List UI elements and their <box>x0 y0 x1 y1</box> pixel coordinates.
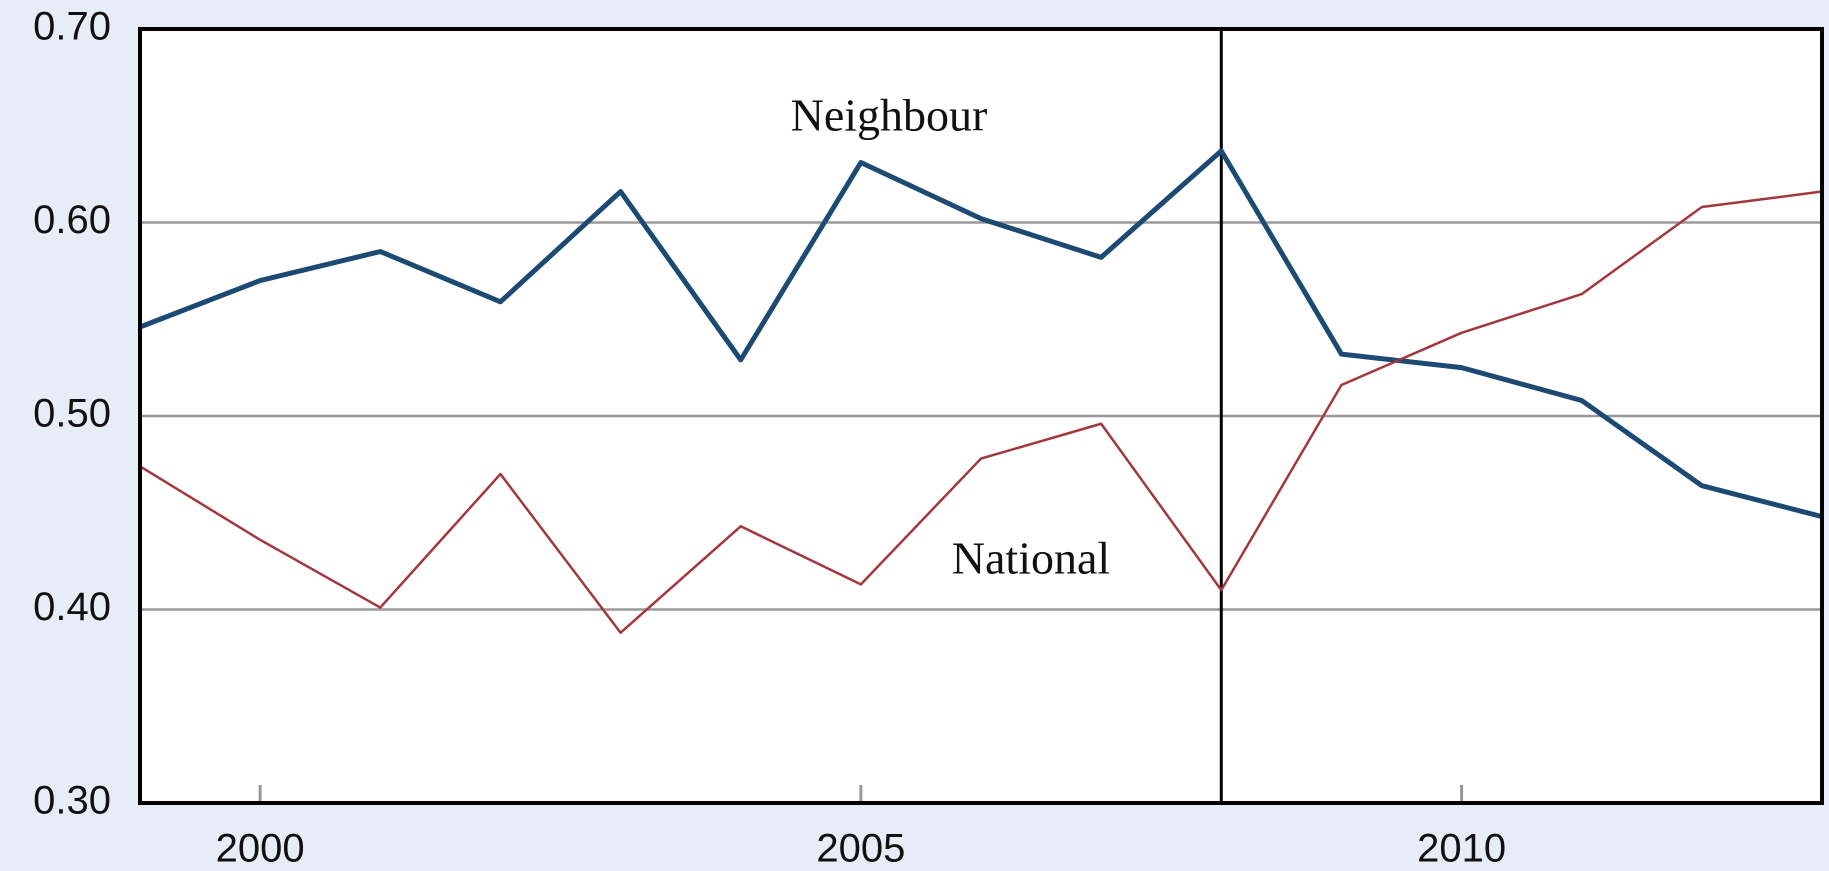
y-tick-label: 0.60 <box>33 198 111 242</box>
x-tick-label: 2005 <box>816 827 905 871</box>
y-tick-label: 0.50 <box>33 392 111 436</box>
series-line <box>139 148 1823 520</box>
plot-frame <box>138 27 1824 805</box>
x-tick-label: 2000 <box>216 827 305 871</box>
x-tick-label: 2010 <box>1417 827 1506 871</box>
y-tick-label: 0.30 <box>33 779 111 823</box>
series-label: Neighbour <box>791 90 988 141</box>
series-line <box>139 190 1823 634</box>
y-tick-label: 0.40 <box>33 585 111 629</box>
y-tick-label: 0.70 <box>33 5 111 49</box>
series-label: National <box>952 533 1110 584</box>
